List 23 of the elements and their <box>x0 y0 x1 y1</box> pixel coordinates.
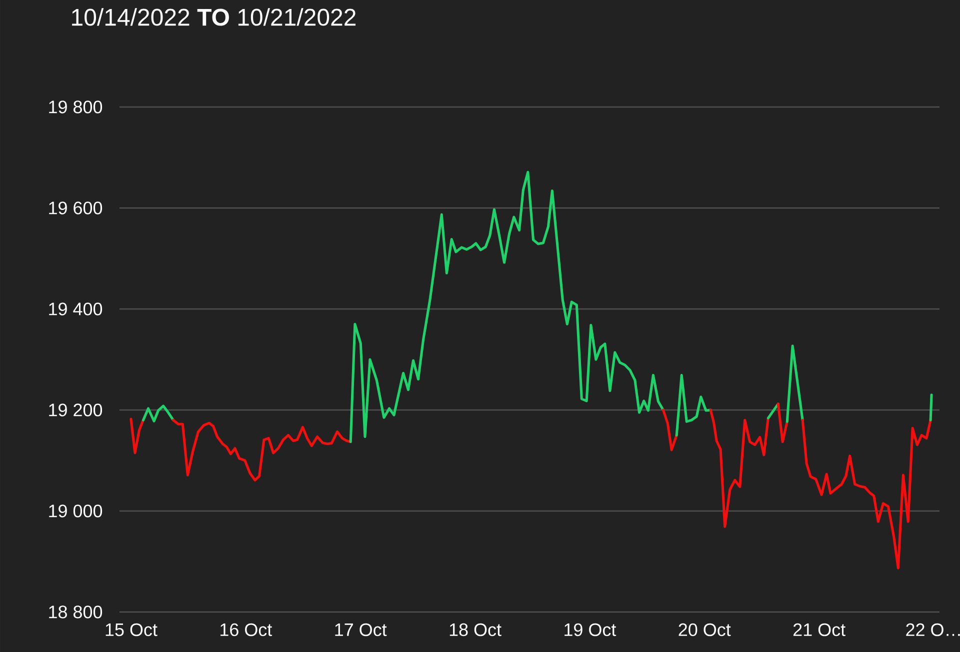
y-tick-label: 19 800 <box>49 100 102 114</box>
line-series <box>142 404 175 422</box>
x-tick-label: 19 Oct <box>564 623 616 636</box>
y-tick-label: 19 400 <box>49 302 102 316</box>
x-tick-label: 18 Oct <box>450 623 502 636</box>
line-series <box>662 408 678 452</box>
x-tick-label: 17 Oct <box>335 623 387 636</box>
line-series <box>709 408 770 528</box>
line-series <box>349 170 664 444</box>
line-series <box>675 374 712 437</box>
x-tick-label: 22 O… <box>906 623 960 636</box>
x-tick-label: 16 Oct <box>220 623 272 636</box>
x-tick-label: 15 Oct <box>106 623 158 636</box>
x-tick-label: 21 Oct <box>793 623 846 636</box>
line-series <box>801 418 932 570</box>
y-tick-label: 18 800 <box>49 606 102 618</box>
chart-title: 10/14/2022 TO 10/21/2022 <box>72 8 356 26</box>
line-series <box>172 418 352 482</box>
y-tick-label: 19 000 <box>49 504 102 518</box>
line-series <box>130 418 145 454</box>
y-tick-label: 19 200 <box>49 404 102 416</box>
y-tick-label: 19 600 <box>49 202 102 214</box>
x-tick-label: 20 Oct <box>678 623 731 636</box>
